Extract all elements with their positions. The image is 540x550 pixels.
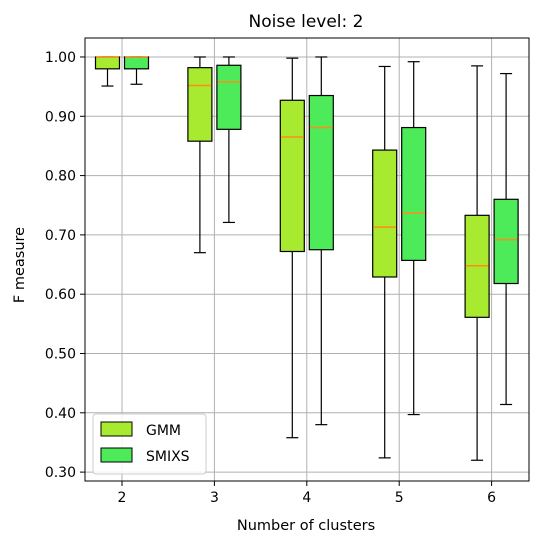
y-tick-label: 0.40 [45,406,76,422]
box-body [187,67,213,142]
x-tick-label: 5 [395,490,404,506]
y-tick-label: 0.30 [45,465,76,481]
legend-swatch-gmm [100,421,133,437]
x-tick-label: 6 [487,490,496,506]
box-body [123,56,150,70]
box-body [279,99,305,253]
box-smixs-3 [216,56,242,224]
grid [85,38,529,481]
axes: 1.00 0.90 0.80 0.70 0.60 0.50 0.40 0.30 2 3 4 5 6 [45,37,530,506]
x-tick-label: 3 [210,490,219,506]
box-body [94,56,121,70]
box-body [401,126,427,261]
box-smixs-6 [493,72,519,406]
box-gmm-3 [187,56,213,254]
box-body [308,94,334,251]
legend-label-gmm: GMM [146,423,181,439]
legend: GMM SMIXS [92,413,207,475]
box-smixs-5 [401,61,427,416]
y-tick-label: 0.50 [45,346,76,362]
y-tick-label: 1.00 [45,50,76,66]
legend-label-smixs: SMIXS [146,449,190,465]
box-gmm-6 [464,65,490,461]
x-tick-label: 4 [302,490,311,506]
box-body [216,64,242,130]
y-tick-label: 0.80 [45,169,76,185]
box-smixs-2 [123,56,150,85]
plot-frame [84,37,530,482]
box-gmm-5 [372,65,398,459]
box-gmm-2 [94,56,121,87]
x-axis-label: Number of clusters [237,518,375,534]
box-body [372,149,398,278]
legend-swatch-smixs [100,447,133,463]
x-tick-label: 2 [118,490,127,506]
box-gmm-4 [279,57,305,439]
box-smixs-4 [308,56,334,426]
y-tick-label: 0.70 [45,228,76,244]
y-axis-label: F measure [12,227,28,303]
y-tick-label: 0.60 [45,287,76,303]
y-tick-label: 0.90 [45,109,76,125]
boxes [94,56,519,461]
box-body [493,198,519,285]
chart-title: Noise level: 2 [249,12,364,32]
